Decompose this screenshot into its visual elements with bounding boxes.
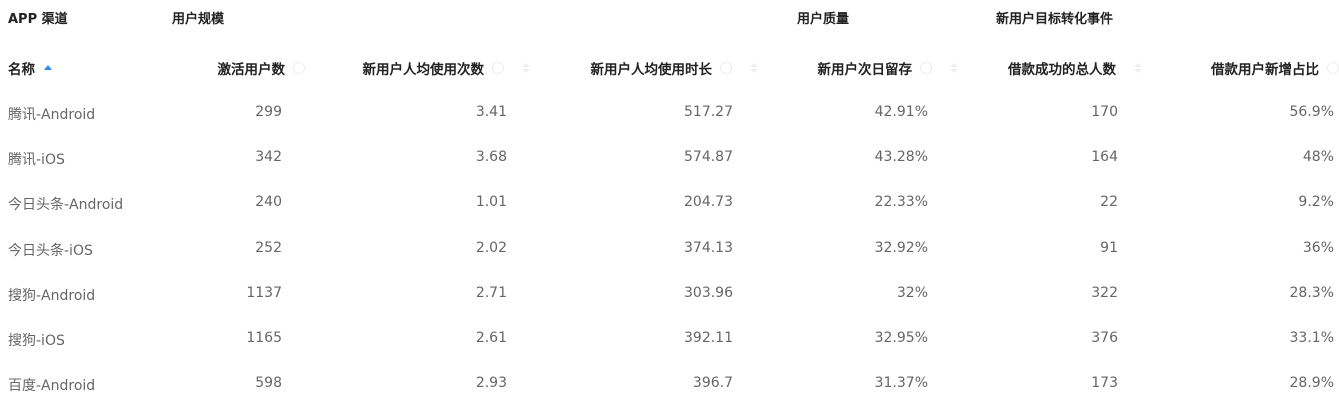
cell-active-users: 598 [255, 375, 282, 392]
cell-next-day-retention: 43.28% [874, 149, 928, 166]
cell-loan-new-ratio: 28.3% [1289, 284, 1334, 301]
column-header-avg-duration[interactable]: 新用户人均使用时长 [530, 58, 758, 78]
cell-loan-new-ratio: 33.1% [1289, 329, 1334, 346]
column-header-next-day-retention[interactable]: 新用户次日留存 [760, 58, 958, 78]
cell-next-day-retention: 42.91% [874, 104, 928, 120]
cell-avg-uses: 2.71 [475, 284, 507, 301]
cell-avg-uses: 3.68 [475, 149, 507, 166]
cell-avg-uses: 1.01 [475, 194, 507, 211]
column-header-avg-uses[interactable]: 新用户人均使用次数 [300, 58, 530, 78]
cell-active-users: 252 [255, 239, 282, 256]
cell-next-day-retention: 32.92% [874, 239, 928, 256]
info-icon [293, 62, 305, 74]
column-header-label: 新用户人均使用时长 [590, 62, 713, 78]
column-header-label: 借款用户新增占比 [1211, 62, 1319, 78]
column-header-active-users[interactable]: 激活用户数 [130, 58, 305, 78]
sort-icon[interactable] [1134, 62, 1142, 74]
group-header-user-quality: 用户质量 [797, 12, 850, 27]
cell-avg-duration: 574.87 [684, 149, 733, 166]
sort-icon[interactable] [522, 62, 530, 74]
cell-name: 今日头条-Android [8, 197, 124, 214]
cell-active-users: 1137 [246, 284, 282, 301]
cell-active-users: 342 [255, 149, 282, 166]
cell-avg-uses: 2.02 [475, 239, 507, 256]
column-header-row: 名称 激活用户数 新用户人均使用次数 新用户人均使用时长 新用户次日留存 借款成… [0, 50, 1339, 86]
cell-next-day-retention: 32% [896, 284, 928, 301]
cell-avg-duration: 303.96 [684, 284, 733, 301]
table-row[interactable]: 腾讯-iOS 342 3.68 574.87 43.28% 164 48% [0, 137, 1339, 182]
cell-loan-success: 91 [1100, 239, 1118, 256]
info-icon [720, 62, 732, 74]
group-header-channel: APP 渠道 [8, 12, 68, 27]
cell-active-users: 299 [255, 104, 282, 120]
column-header-label: 激活用户数 [217, 62, 286, 78]
cell-active-users: 1165 [246, 329, 282, 346]
table-row[interactable]: 今日头条-iOS 252 2.02 374.13 32.92% 91 36% [0, 228, 1339, 273]
cell-next-day-retention: 31.37% [874, 375, 928, 392]
group-header-row: APP 渠道 用户规模 用户质量 新用户目标转化事件 [0, 0, 1339, 36]
cell-loan-success: 322 [1091, 284, 1118, 301]
group-header-conversion: 新用户目标转化事件 [996, 12, 1114, 27]
table-row[interactable]: 百度-Android 598 2.93 396.7 31.37% 173 28.9% [0, 363, 1339, 408]
column-header-name[interactable]: 名称 [8, 58, 55, 78]
table-row[interactable]: 搜狗-Android 1137 2.71 303.96 32% 322 28.3% [0, 273, 1339, 318]
cell-next-day-retention: 32.95% [874, 329, 928, 346]
cell-avg-uses: 2.93 [475, 375, 507, 392]
cell-loan-success: 170 [1091, 104, 1118, 120]
sort-icon[interactable] [950, 62, 958, 74]
cell-name: 搜狗-iOS [8, 332, 65, 349]
cell-loan-success: 22 [1100, 194, 1118, 211]
cell-avg-duration: 392.11 [684, 329, 733, 346]
info-icon [920, 62, 932, 74]
sort-icon[interactable] [750, 62, 758, 74]
cell-loan-new-ratio: 28.9% [1289, 375, 1334, 392]
column-header-loan-new-ratio[interactable]: 借款用户新增占比 [1150, 58, 1339, 78]
table-row[interactable]: 今日头条-Android 240 1.01 204.73 22.33% 22 9.2% [0, 182, 1339, 227]
column-header-label: 新用户次日留存 [817, 62, 913, 78]
info-icon [1327, 62, 1339, 74]
cell-avg-duration: 396.7 [692, 375, 733, 392]
cell-name: 搜狗-Android [8, 287, 96, 304]
cell-loan-new-ratio: 56.9% [1289, 104, 1334, 120]
cell-loan-new-ratio: 9.2% [1298, 194, 1334, 211]
cell-avg-uses: 2.61 [475, 329, 507, 346]
column-header-label: 名称 [8, 62, 35, 78]
cell-loan-success: 173 [1091, 375, 1118, 392]
cell-avg-duration: 517.27 [684, 104, 733, 120]
column-header-label: 借款成功的总人数 [1008, 62, 1116, 78]
info-icon [492, 62, 504, 74]
cell-name: 今日头条-iOS [8, 242, 93, 259]
cell-avg-duration: 374.13 [684, 239, 733, 256]
column-header-label: 新用户人均使用次数 [362, 62, 485, 78]
column-header-loan-success[interactable]: 借款成功的总人数 [960, 58, 1142, 78]
table-row[interactable]: 搜狗-iOS 1165 2.61 392.11 32.95% 376 33.1% [0, 318, 1339, 363]
cell-name: 腾讯-iOS [8, 152, 65, 169]
cell-loan-success: 376 [1091, 329, 1118, 346]
cell-loan-new-ratio: 36% [1302, 239, 1334, 256]
cell-name: 腾讯-Android [8, 107, 96, 123]
cell-active-users: 240 [255, 194, 282, 211]
cell-avg-duration: 204.73 [684, 194, 733, 211]
sort-ascending-icon[interactable] [41, 61, 55, 75]
cell-avg-uses: 3.41 [475, 104, 507, 120]
table-row[interactable]: 腾讯-Android 299 3.41 517.27 42.91% 170 56.9% [0, 92, 1339, 137]
cell-name: 百度-Android [8, 378, 96, 395]
cell-loan-new-ratio: 48% [1302, 149, 1334, 166]
group-header-user-scale: 用户规模 [172, 12, 225, 27]
table-body: 腾讯-Android 299 3.41 517.27 42.91% 170 56.9% 腾讯-… [0, 92, 1339, 408]
cell-next-day-retention: 22.33% [874, 194, 928, 211]
cell-loan-success: 164 [1091, 149, 1118, 166]
